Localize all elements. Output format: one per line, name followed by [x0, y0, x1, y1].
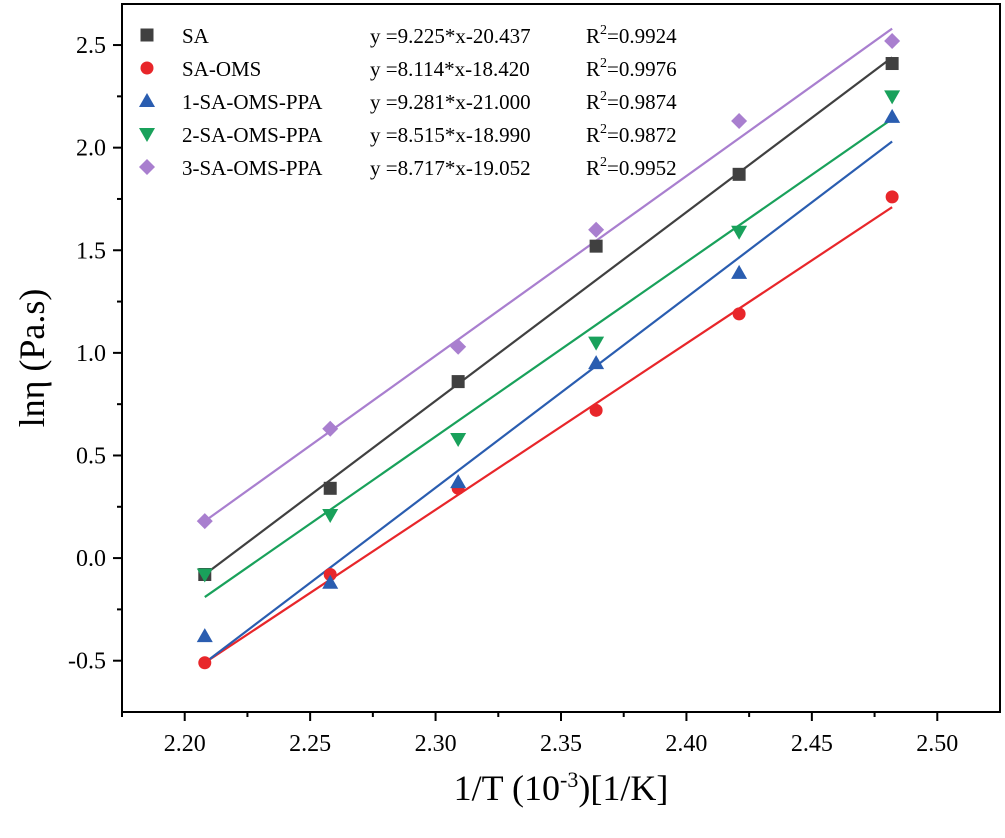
data-markers — [196, 32, 901, 670]
fit-line-series-2 — [204, 206, 893, 664]
legend-label: SA — [182, 24, 210, 48]
y-tick-label: 2.5 — [76, 33, 106, 59]
legend-marker-series-5 — [139, 159, 155, 175]
legend-label: 2-SA-OMS-PPA — [182, 123, 323, 147]
data-point-series-4 — [450, 433, 467, 448]
legend: SA y =9.225*x-20.437 R2=0.9924 SA-OMS y =8.1… — [139, 23, 677, 180]
y-tick-label: 1.5 — [76, 238, 106, 264]
x-tick-label: 2.25 — [289, 731, 331, 757]
data-point-series-4 — [884, 90, 901, 105]
y-tick-label: -0.5 — [68, 649, 106, 675]
data-point-series-5 — [322, 420, 339, 437]
x-tick-label: 2.40 — [665, 731, 707, 757]
fit-equation: y =9.225*x-20.437 — [370, 24, 531, 48]
y-tick-label: 2.0 — [76, 136, 106, 162]
legend-marker-series-4 — [139, 128, 155, 142]
data-point-series-2 — [885, 190, 899, 204]
data-point-series-2 — [589, 403, 603, 417]
x-tick-label: 2.35 — [540, 731, 582, 757]
y-tick-label: 0.0 — [76, 546, 106, 572]
fit-equation: y =8.717*x-19.052 — [370, 156, 531, 180]
data-point-series-5 — [588, 221, 605, 238]
data-point-series-4 — [322, 508, 339, 523]
fit-line-series-5 — [204, 27, 893, 523]
r-squared: R2=0.9976 — [586, 56, 677, 81]
data-point-series-2 — [732, 307, 746, 321]
r-squared: R2=0.9952 — [586, 155, 677, 180]
data-point-series-5 — [196, 513, 213, 530]
fit-line-series-1 — [204, 56, 893, 576]
data-point-series-2 — [323, 568, 337, 582]
data-point-series-3 — [196, 628, 213, 643]
fit-equation: y =8.515*x-18.990 — [370, 123, 531, 147]
y-tick-label: 0.5 — [76, 443, 106, 469]
data-point-series-1 — [732, 167, 746, 181]
y-axis: -0.5 0.0 0.5 1.0 1.5 2.0 2.5 — [68, 33, 122, 675]
data-point-series-3 — [588, 355, 605, 370]
data-point-series-3 — [731, 264, 748, 279]
data-point-series-5 — [884, 32, 901, 49]
fit-lines — [204, 27, 893, 664]
data-point-series-3 — [322, 574, 339, 589]
r-squared: R2=0.9874 — [586, 89, 677, 114]
data-point-series-3 — [450, 474, 467, 489]
r-squared: R2=0.9924 — [586, 23, 677, 48]
data-point-series-4 — [731, 225, 748, 240]
x-tick-label: 2.30 — [415, 731, 457, 757]
legend-label: 3-SA-OMS-PPA — [182, 156, 323, 180]
data-point-series-5 — [450, 338, 467, 355]
r-squared: R2=0.9872 — [586, 122, 677, 147]
fit-equation: y =9.281*x-21.000 — [370, 90, 531, 114]
data-point-series-2 — [198, 656, 212, 670]
x-tick-label: 2.50 — [916, 731, 958, 757]
data-point-series-1 — [885, 57, 899, 71]
x-tick-label: 2.45 — [791, 731, 833, 757]
fit-line-series-4 — [204, 118, 893, 598]
legend-label: SA-OMS — [182, 57, 261, 81]
data-point-series-3 — [884, 108, 901, 123]
x-axis-title-sup: -3 — [560, 767, 578, 792]
x-axis-title: 1/T (10-3)[1/K] — [454, 767, 669, 808]
data-point-series-1 — [589, 239, 603, 253]
y-axis-title: lnη (Pa.s) — [12, 289, 52, 428]
data-point-series-4 — [196, 568, 213, 583]
legend-marker-series-1 — [140, 28, 154, 42]
data-point-series-1 — [323, 481, 337, 495]
legend-marker-series-3 — [139, 93, 155, 107]
data-point-series-5 — [731, 112, 748, 129]
x-tick-label: 2.20 — [164, 731, 206, 757]
legend-label: 1-SA-OMS-PPA — [182, 90, 323, 114]
x-axis: 2.20 2.25 2.30 2.35 2.40 2.45 2.50 — [121, 712, 958, 757]
fit-equation: y =8.114*x-18.420 — [370, 57, 530, 81]
data-point-series-4 — [588, 336, 605, 351]
legend-marker-series-2 — [140, 61, 154, 75]
y-tick-label: 1.0 — [76, 341, 106, 367]
fit-line-series-3 — [204, 140, 893, 664]
data-point-series-1 — [451, 375, 465, 389]
